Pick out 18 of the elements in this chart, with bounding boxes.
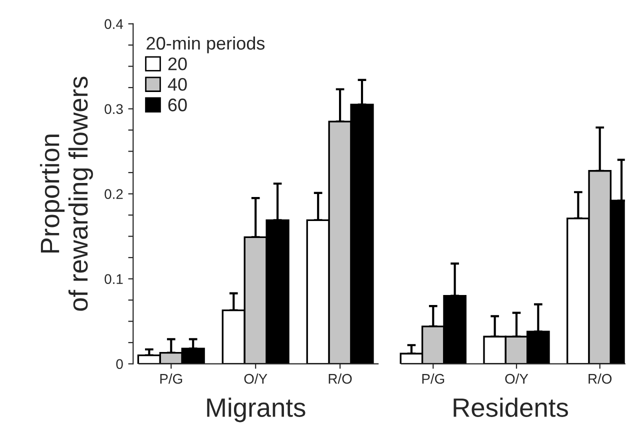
legend-title: 20-min periods bbox=[146, 36, 265, 54]
x-axis-title: Migrants bbox=[207, 398, 306, 422]
x-tick-label: O/Y bbox=[505, 374, 528, 384]
y-tick-label: 0.2 bbox=[104, 189, 123, 199]
legend-label: 40 bbox=[168, 78, 187, 91]
x-tick-label: R/O bbox=[588, 374, 612, 384]
legend-label: 20 bbox=[168, 57, 187, 70]
y-tick-label: 0.3 bbox=[104, 104, 123, 114]
y-tick-label: 0 bbox=[116, 359, 123, 369]
x-axis-title: Residents bbox=[454, 398, 568, 417]
legend-label: 60 bbox=[168, 98, 187, 112]
y-axis-title: Proportion of rewarding flowers bbox=[40, 76, 93, 311]
x-tick-label: O/Y bbox=[244, 374, 268, 384]
x-tick-label: R/O bbox=[328, 374, 352, 384]
x-tick-label: P/G bbox=[422, 374, 444, 384]
y-tick-label: 0.1 bbox=[104, 274, 123, 284]
x-tick-label: P/G bbox=[160, 374, 182, 384]
y-tick-label: 0.4 bbox=[104, 19, 124, 29]
